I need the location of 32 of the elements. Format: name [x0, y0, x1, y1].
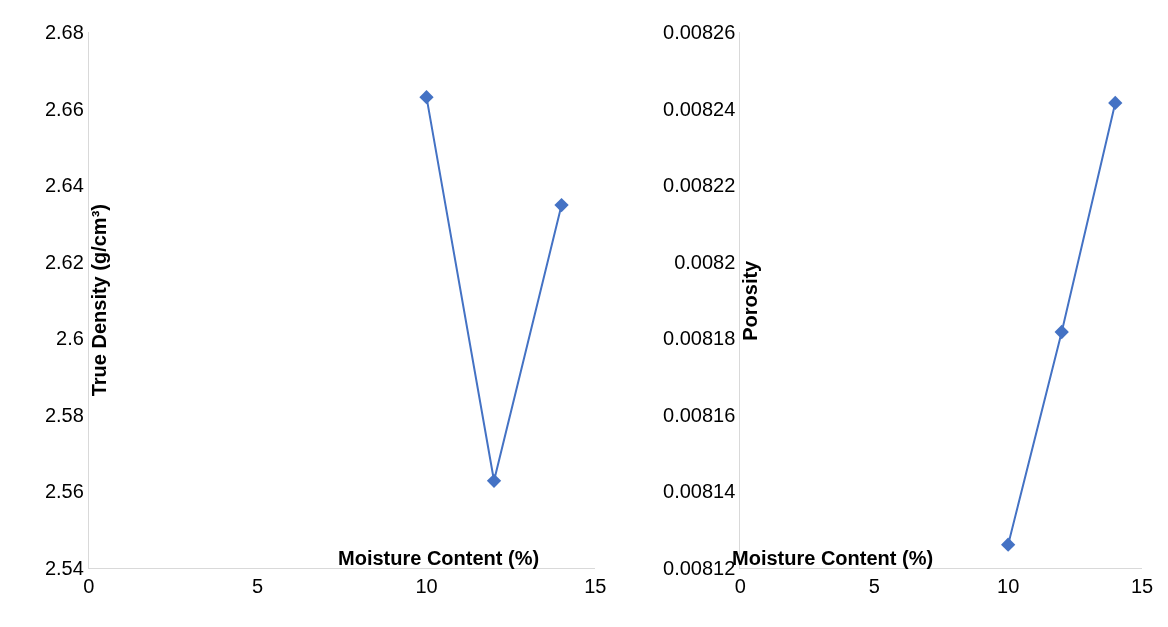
x-tick-label: 0 [83, 574, 95, 597]
x-tick-label: 10 [415, 574, 438, 597]
y-tick-label: 2.6 [56, 327, 84, 350]
y-tick-label: 0.00826 [663, 21, 736, 44]
point [419, 90, 434, 105]
y-tick-label: 2.54 [44, 556, 84, 579]
point [1000, 537, 1016, 552]
y-tick-label: 2.64 [44, 174, 84, 197]
y-tick-label: 2.66 [44, 97, 84, 120]
point [1054, 324, 1069, 340]
y-tick-label: 2.62 [44, 250, 84, 273]
y-tick-label: 0.0082 [674, 250, 736, 273]
y-tick-label: 0.00818 [663, 327, 736, 350]
y-tick-label: 0.00824 [663, 97, 736, 120]
y-tick-label: 0.00814 [663, 480, 736, 503]
x-axis-title: Moisture Content (%) [338, 547, 540, 569]
x-tick-label: 15 [1130, 574, 1154, 597]
y-tick-label: 2.58 [44, 403, 84, 426]
x-tick-label: 5 [252, 574, 264, 597]
y-axis-title: Porosity [739, 259, 761, 341]
y-axis-title: True Density (g/cm³) [87, 204, 110, 397]
x-tick-label: 10 [997, 574, 1020, 597]
point [486, 473, 502, 488]
y-tick-label: 2.56 [44, 480, 84, 503]
point [1108, 95, 1123, 111]
y-tick-label: 2.68 [44, 21, 84, 44]
y-tick-label: 0.00816 [663, 403, 736, 426]
point [554, 197, 569, 213]
y-tick-label: 0.00822 [663, 174, 736, 197]
x-tick-label: 5 [868, 574, 880, 597]
x-tick-label: 0 [734, 574, 746, 597]
x-tick-label: 15 [584, 574, 607, 597]
